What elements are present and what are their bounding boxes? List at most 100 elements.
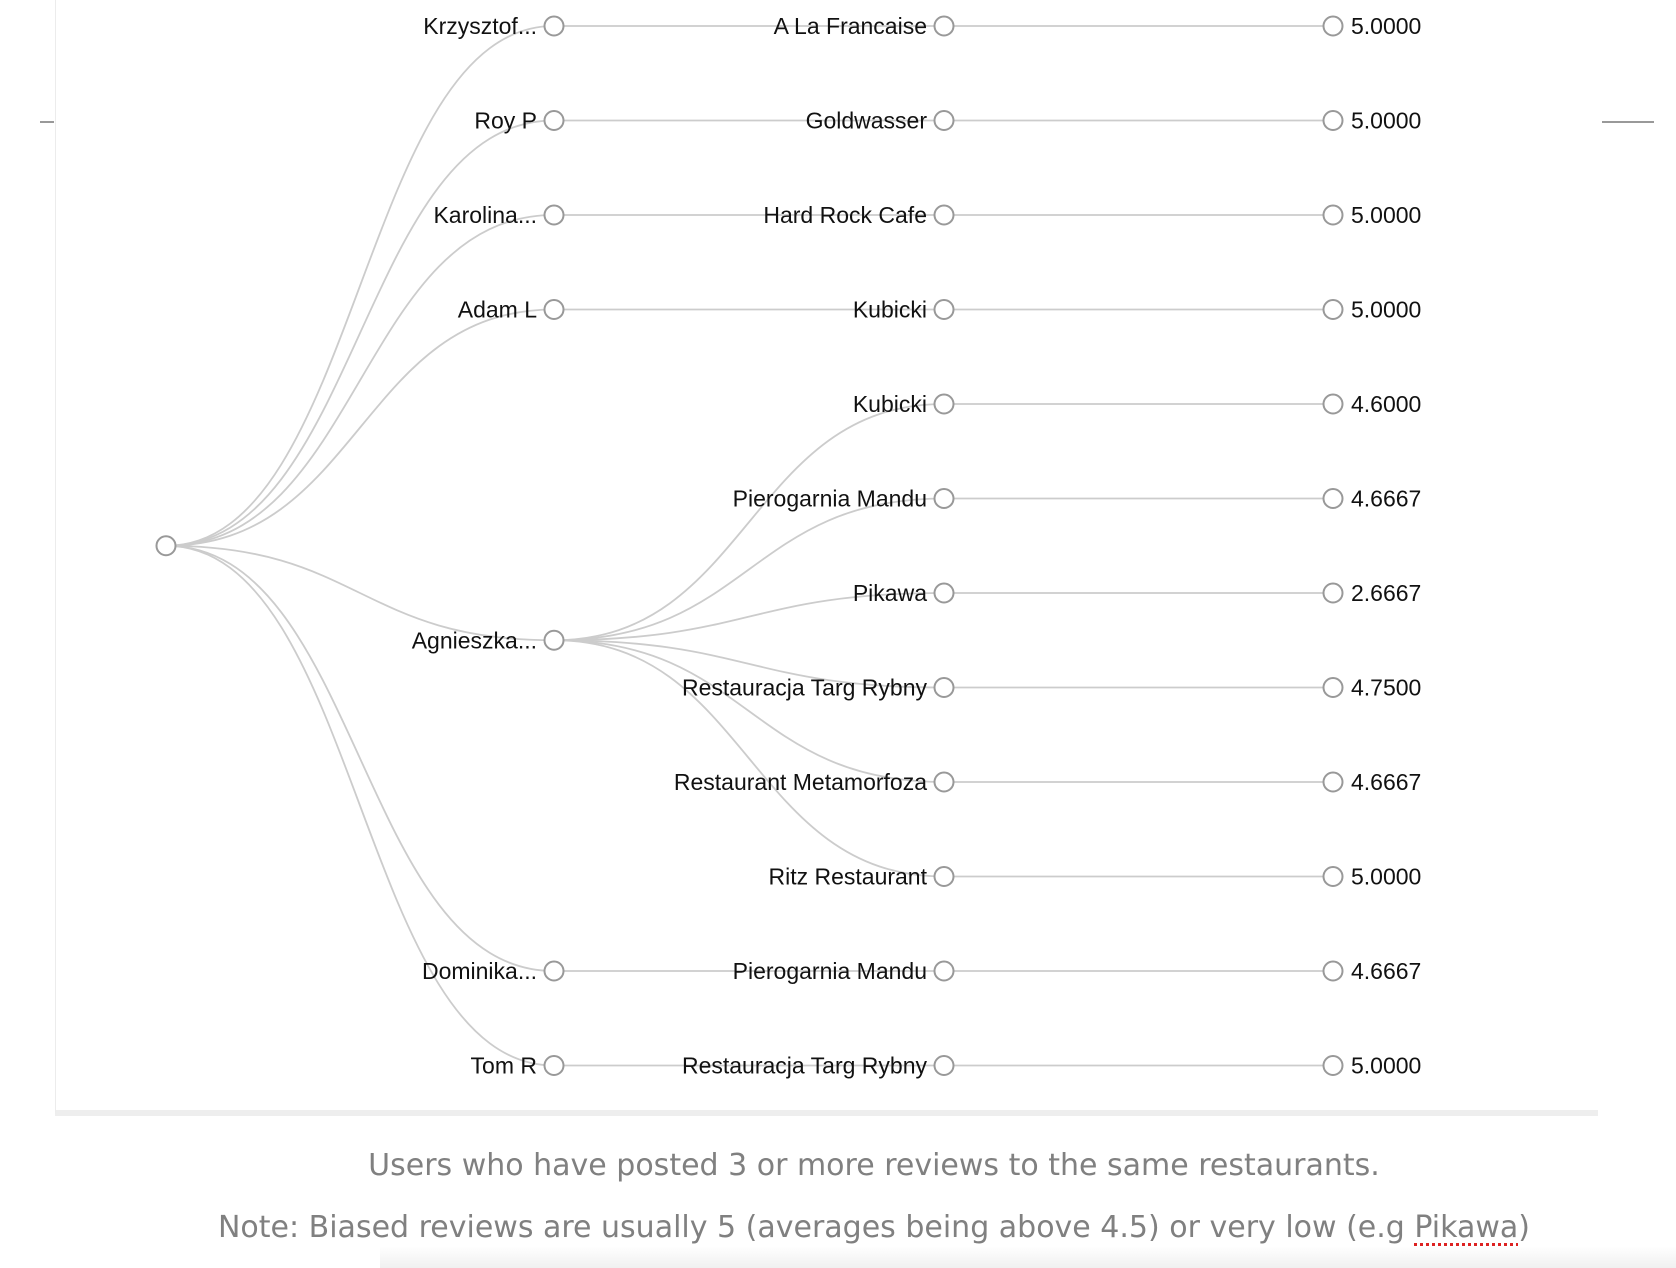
restaurant-label: Pikawa — [853, 580, 927, 606]
node-circle[interactable] — [933, 677, 955, 698]
score-node[interactable]: 5.0000 — [1322, 297, 1422, 323]
node-circle[interactable] — [543, 110, 565, 131]
score-label: 5.0000 — [1351, 108, 1421, 134]
user-node[interactable]: Roy P — [474, 108, 565, 134]
node-circle[interactable] — [933, 866, 955, 887]
score-node[interactable]: 5.0000 — [1322, 1053, 1422, 1079]
edge-user-restaurant — [553, 592, 945, 642]
node-circle[interactable] — [155, 535, 177, 557]
score-label: 5.0000 — [1351, 1053, 1421, 1079]
node-circle[interactable] — [1322, 204, 1344, 226]
restaurant-label: Hard Rock Cafe — [763, 202, 927, 228]
score-node[interactable]: 5.0000 — [1322, 202, 1422, 228]
edge-user-restaurant — [553, 639, 945, 689]
restaurant-label: Pierogarnia Mandu — [733, 486, 927, 512]
left-rule — [40, 121, 54, 123]
review-tree: A La Francaise 5.0000 Krzysztof... Goldwass… — [155, 13, 1422, 1079]
node-circle[interactable] — [933, 299, 955, 320]
edge-user-restaurant — [553, 639, 945, 783]
score-node[interactable]: 4.6667 — [1322, 958, 1422, 984]
score-label: 4.7500 — [1351, 675, 1421, 701]
node-circle[interactable] — [1322, 960, 1344, 982]
score-node[interactable]: 5.0000 — [1322, 13, 1422, 39]
user-label: Dominika... — [422, 958, 537, 984]
restaurant-node[interactable]: Restauracja Targ Rybny — [682, 1053, 955, 1079]
node-circle[interactable] — [933, 110, 955, 131]
node-circle[interactable] — [543, 299, 565, 320]
node-circle[interactable] — [1322, 582, 1344, 604]
user-node[interactable]: Agnieszka... — [412, 627, 565, 653]
root-node[interactable] — [155, 535, 177, 557]
restaurant-node[interactable]: Pikawa — [853, 580, 955, 606]
node-circle[interactable] — [933, 15, 955, 37]
restaurant-label: Ritz Restaurant — [768, 864, 927, 890]
node-circle[interactable] — [933, 393, 955, 415]
node-circle[interactable] — [933, 488, 955, 509]
user-label: Agnieszka... — [412, 627, 537, 653]
restaurant-label: Kubicki — [853, 391, 927, 417]
edge-root-user — [165, 214, 555, 547]
caption-line-1: Users who have posted 3 or more reviews … — [368, 1148, 1380, 1183]
node-circle[interactable] — [933, 771, 955, 793]
node-circle[interactable] — [543, 15, 565, 37]
node-circle[interactable] — [1322, 771, 1344, 793]
node-circle[interactable] — [543, 1055, 565, 1076]
score-node[interactable]: 4.7500 — [1322, 675, 1422, 701]
user-node[interactable]: Karolina... — [433, 202, 565, 228]
edge-root-user — [165, 544, 555, 1067]
edge-user-restaurant — [553, 403, 945, 642]
score-node[interactable]: 5.0000 — [1322, 864, 1422, 890]
node-circle[interactable] — [1322, 393, 1344, 415]
score-node[interactable]: 5.0000 — [1322, 108, 1422, 134]
user-label: Karolina... — [433, 202, 537, 228]
node-circle[interactable] — [933, 960, 955, 982]
node-circle[interactable] — [1322, 1055, 1344, 1076]
score-node[interactable]: 4.6000 — [1322, 391, 1422, 417]
node-circle[interactable] — [933, 1055, 955, 1076]
tree-panel: A La Francaise 5.0000 Krzysztof... Goldwass… — [55, 0, 1598, 1116]
score-label: 5.0000 — [1351, 202, 1421, 228]
restaurant-node[interactable]: Pierogarnia Mandu — [733, 958, 955, 984]
user-node[interactable]: Dominika... — [422, 958, 565, 984]
restaurant-node[interactable]: Restauracja Targ Rybny — [682, 675, 955, 701]
score-node[interactable]: 4.6667 — [1322, 486, 1422, 512]
node-circle[interactable] — [543, 960, 565, 982]
node-circle[interactable] — [1322, 866, 1344, 887]
node-circle[interactable] — [933, 582, 955, 604]
edge-root-user — [165, 544, 555, 972]
edge-user-restaurant — [553, 639, 945, 878]
caption-line-2: Note: Biased reviews are usually 5 (aver… — [0, 1210, 1676, 1245]
restaurant-node[interactable]: Restaurant Metamorfoza — [674, 769, 955, 795]
node-circle[interactable] — [543, 204, 565, 226]
node-circle[interactable] — [1322, 15, 1344, 37]
user-node[interactable]: Krzysztof... — [423, 13, 565, 39]
score-label: 5.0000 — [1351, 13, 1421, 39]
edge-root-user — [165, 25, 555, 547]
restaurant-node[interactable]: Kubicki — [853, 391, 955, 417]
node-circle[interactable] — [933, 204, 955, 226]
user-node[interactable]: Tom R — [471, 1053, 565, 1079]
node-circle[interactable] — [1322, 299, 1344, 320]
restaurant-node[interactable]: Kubicki — [853, 297, 955, 323]
score-label: 4.6667 — [1351, 486, 1421, 512]
node-circle[interactable] — [1322, 110, 1344, 131]
restaurant-node[interactable]: Hard Rock Cafe — [763, 202, 955, 228]
restaurant-label: Pierogarnia Mandu — [733, 958, 927, 984]
user-label: Adam L — [458, 297, 537, 323]
restaurant-label: Kubicki — [853, 297, 927, 323]
caption-note-text: Note: Biased reviews are usually 5 (aver… — [217, 1210, 1415, 1245]
restaurant-node[interactable]: Goldwasser — [806, 108, 955, 134]
restaurant-node[interactable]: A La Francaise — [774, 13, 955, 39]
user-node[interactable]: Adam L — [458, 297, 565, 323]
node-circle[interactable] — [1322, 488, 1344, 509]
node-circle[interactable] — [543, 629, 565, 651]
restaurant-label: Restaurant Metamorfoza — [674, 769, 927, 795]
edge-root-user — [165, 119, 555, 547]
score-node[interactable]: 2.6667 — [1322, 580, 1422, 606]
restaurant-node[interactable]: Pierogarnia Mandu — [733, 486, 955, 512]
score-node[interactable]: 4.6667 — [1322, 769, 1422, 795]
right-rule — [1602, 121, 1654, 123]
score-label: 2.6667 — [1351, 580, 1421, 606]
restaurant-node[interactable]: Ritz Restaurant — [768, 864, 955, 890]
node-circle[interactable] — [1322, 677, 1344, 698]
